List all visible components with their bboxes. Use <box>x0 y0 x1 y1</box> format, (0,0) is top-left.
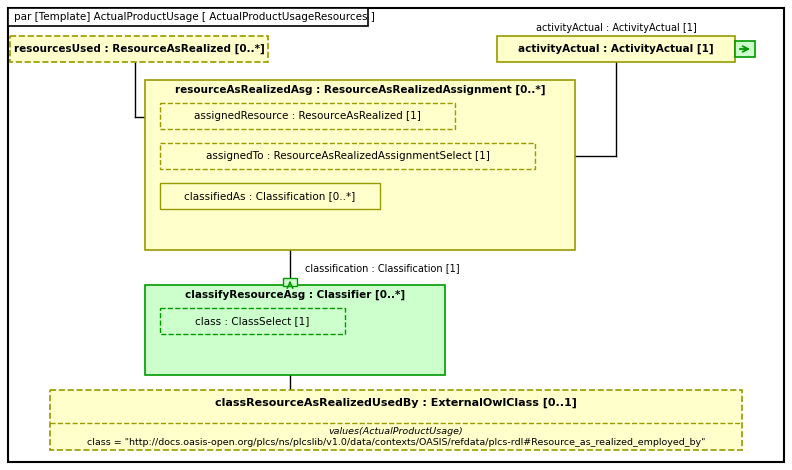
Text: classifiedAs : Classification [0..*]: classifiedAs : Classification [0..*] <box>185 191 356 201</box>
Bar <box>160 143 535 169</box>
Text: values(ActualProductUsage): values(ActualProductUsage) <box>329 427 463 436</box>
Bar <box>50 390 742 450</box>
Text: classification : Classification [1]: classification : Classification [1] <box>305 263 459 273</box>
Bar <box>160 183 380 209</box>
Bar <box>145 285 445 375</box>
Text: assignedResource : ResourceAsRealized [1]: assignedResource : ResourceAsRealized [1… <box>194 111 421 121</box>
Bar <box>8 8 368 26</box>
Text: class = "http://docs.oasis-open.org/plcs/ns/plcslib/v1.0/data/contexts/OASIS/ref: class = "http://docs.oasis-open.org/plcs… <box>87 438 705 447</box>
Text: activityActual : ActivityActual [1]: activityActual : ActivityActual [1] <box>518 44 714 54</box>
Bar <box>160 103 455 129</box>
Bar <box>145 80 575 250</box>
Text: classResourceAsRealizedUsedBy : ExternalOwlClass [0..1]: classResourceAsRealizedUsedBy : External… <box>215 398 577 408</box>
Text: resourcesUsed : ResourceAsRealized [0..*]: resourcesUsed : ResourceAsRealized [0..*… <box>13 44 265 54</box>
Text: assignedTo : ResourceAsRealizedAssignmentSelect [1]: assignedTo : ResourceAsRealizedAssignmen… <box>206 151 489 161</box>
Text: class : ClassSelect [1]: class : ClassSelect [1] <box>196 316 310 326</box>
Bar <box>10 36 268 62</box>
Bar <box>160 308 345 334</box>
Bar <box>497 36 735 62</box>
Text: resourceAsRealizedAsg : ResourceAsRealizedAssignment [0..*]: resourceAsRealizedAsg : ResourceAsRealiz… <box>175 85 545 95</box>
Text: classifyResourceAsg : Classifier [0..*]: classifyResourceAsg : Classifier [0..*] <box>185 290 405 300</box>
Bar <box>735 41 755 57</box>
Bar <box>283 278 297 286</box>
Text: activityActual : ActivityActual [1]: activityActual : ActivityActual [1] <box>535 23 696 33</box>
Text: par [Template] ActualProductUsage [ ActualProductUsageResources ]: par [Template] ActualProductUsage [ Actu… <box>14 12 375 22</box>
